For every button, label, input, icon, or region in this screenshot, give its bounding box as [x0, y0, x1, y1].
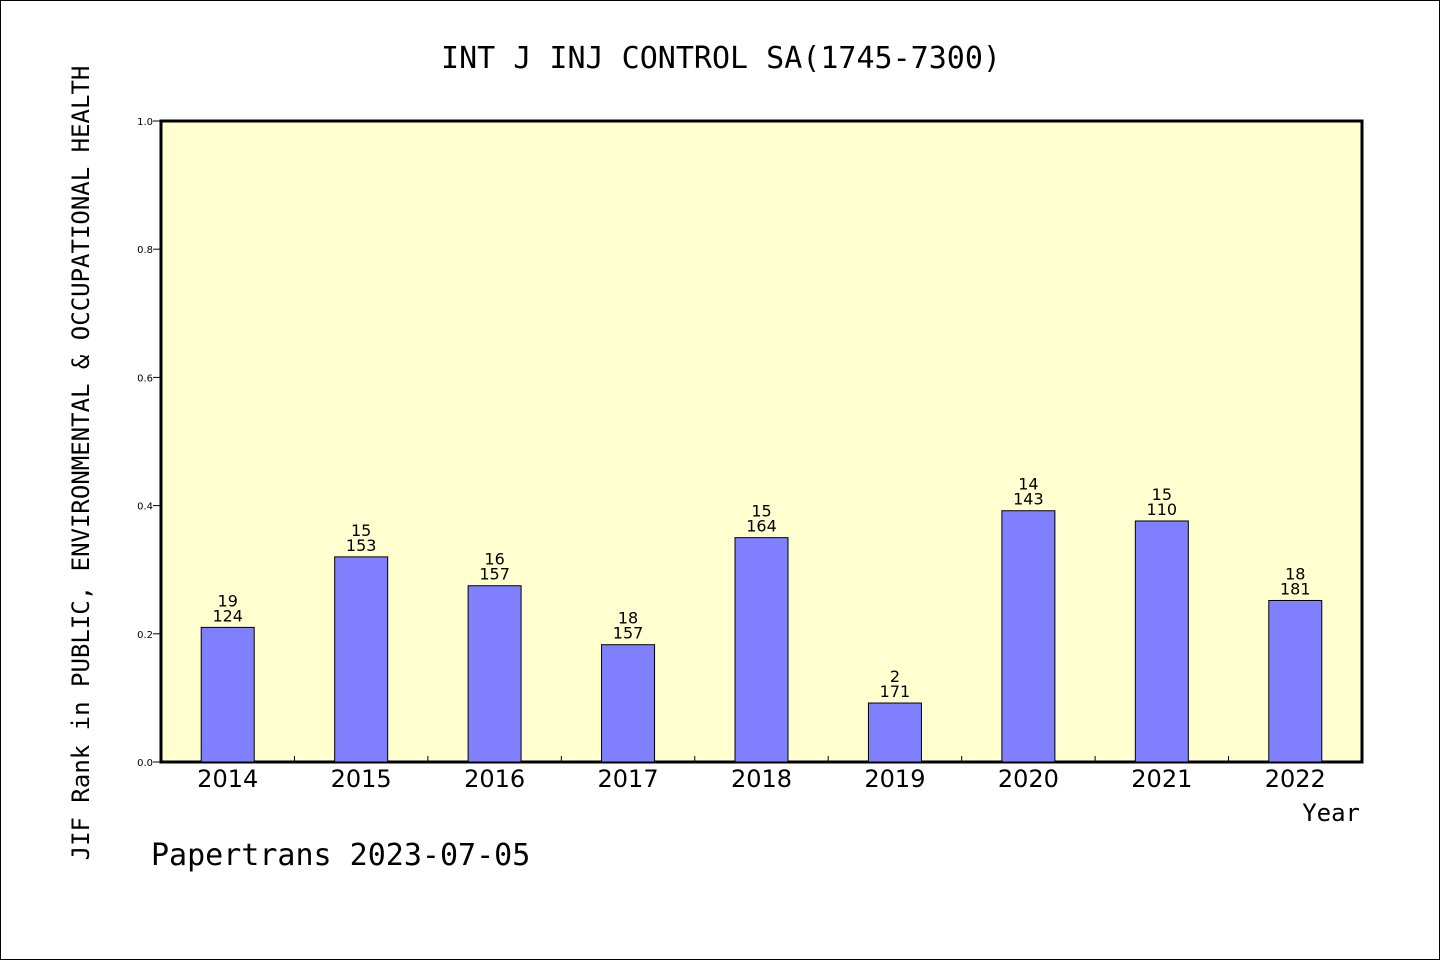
rank-label: 2	[890, 667, 900, 686]
bar	[1001, 510, 1056, 763]
x-axis-label: Year	[1302, 799, 1360, 827]
rank-label: 16	[484, 550, 504, 569]
total-label: 164	[746, 517, 777, 536]
total-label: 153	[346, 536, 377, 555]
y-tick-label: 1.0	[137, 117, 153, 128]
x-tick-label: 2021	[1131, 765, 1192, 793]
total-label: 110	[1147, 500, 1178, 519]
total-label: 124	[212, 606, 243, 625]
rank-label: 14	[1018, 475, 1038, 494]
y-tick-label: 0.2	[137, 630, 153, 641]
x-tick-label: 2018	[731, 765, 792, 793]
rank-label: 18	[618, 609, 638, 628]
x-tick-label: 2019	[864, 765, 925, 793]
y-tick-label: 0.4	[137, 502, 153, 513]
y-tick-label: 0.6	[137, 373, 153, 384]
x-axis: 2014 2015 2016 2017 2018 2019 2020 2021 2022	[197, 756, 1326, 793]
bar	[867, 702, 922, 763]
rank-label: 19	[218, 591, 238, 610]
x-tick-label: 2014	[197, 765, 258, 793]
bar	[1134, 520, 1189, 763]
chart-title: INT J INJ CONTROL SA(1745-7300)	[441, 41, 1001, 76]
x-tick-label: 2020	[998, 765, 1059, 793]
rank-label: 15	[751, 502, 771, 521]
bar	[200, 626, 255, 763]
bar	[467, 585, 522, 763]
footer-text: Papertrans 2023-07-05	[151, 838, 530, 873]
x-tick-label: 2016	[464, 765, 525, 793]
x-tick-label: 2015	[331, 765, 392, 793]
bar	[734, 537, 789, 763]
y-axis-label: JIF Rank in PUBLIC, ENVIRONMENTAL & OCCU…	[67, 66, 95, 861]
total-label: 171	[880, 682, 911, 701]
total-label: 143	[1013, 490, 1044, 509]
y-tick-label: 0.0	[137, 758, 153, 769]
y-tick-label: 0.8	[137, 245, 153, 256]
x-tick-label: 2022	[1265, 765, 1326, 793]
bar	[1268, 599, 1323, 763]
y-axis: 0.0 0.2 0.4 0.6 0.8 1.0	[137, 117, 161, 769]
total-label: 181	[1280, 579, 1311, 598]
rank-label: 15	[1152, 485, 1172, 504]
x-tick-label: 2017	[598, 765, 659, 793]
rank-label: 18	[1285, 564, 1305, 583]
total-label: 157	[479, 565, 510, 584]
bars	[200, 510, 1323, 763]
bar	[601, 644, 656, 763]
bar	[334, 556, 389, 763]
rank-label: 15	[351, 521, 371, 540]
total-label: 157	[613, 624, 644, 643]
